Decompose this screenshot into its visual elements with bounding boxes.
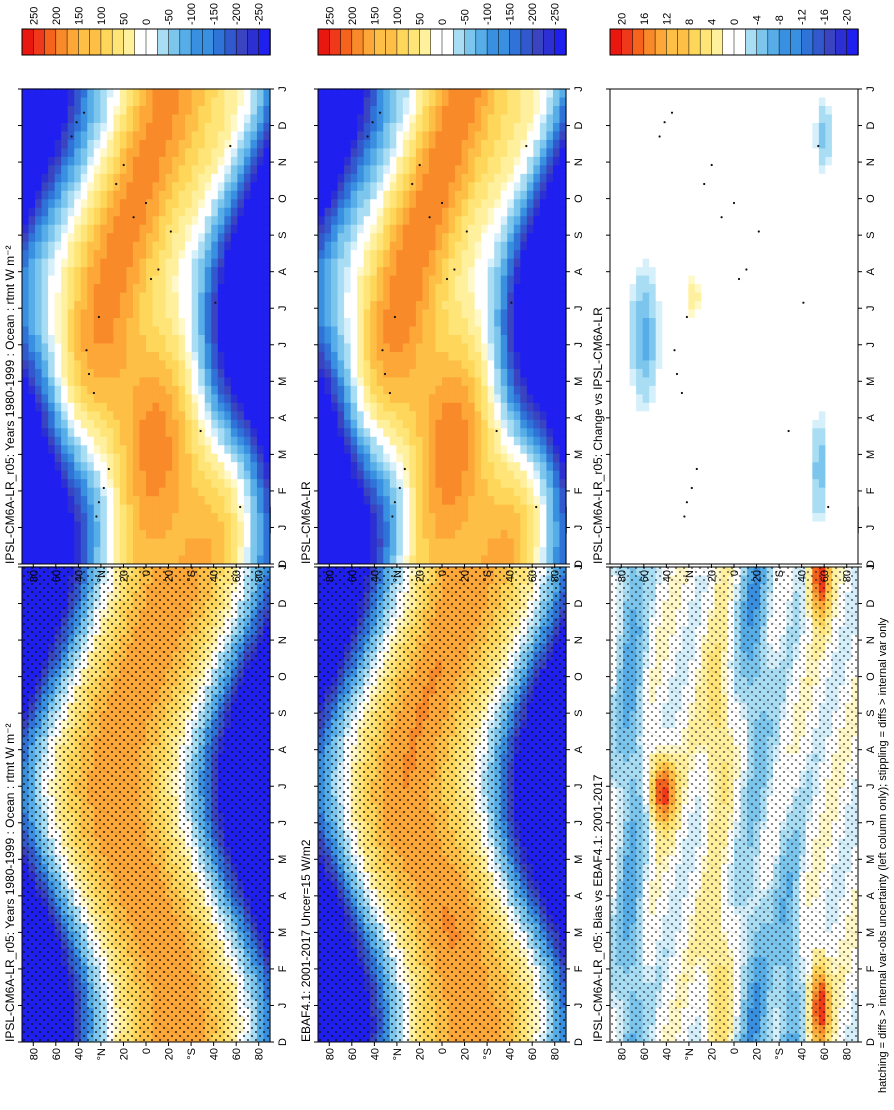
hatching-overlay <box>318 567 566 1042</box>
plot-area <box>22 566 271 1042</box>
month-tick-label: D <box>573 600 585 608</box>
month-tick-label: F <box>573 965 585 972</box>
lat-tick-label: 20 <box>460 1048 472 1060</box>
month-tick-label: M <box>277 855 289 864</box>
month-tick-label: A <box>573 892 585 900</box>
footnote: hatching = diffs > internal var-obs unce… <box>877 617 889 1093</box>
lat-tick-label: 0 <box>437 1048 449 1054</box>
lat-tick-label: 80 <box>550 1048 562 1060</box>
month-tick-label: S <box>573 709 585 716</box>
lat-tick-label: °S <box>186 1048 198 1060</box>
panel-title: EBAF4.1: 2001-2017 Uncer=15 W/m2 <box>299 839 313 1042</box>
month-tick-label: D <box>573 1038 585 1046</box>
lat-tick-label: 40 <box>369 1048 381 1060</box>
month-tick-label: J <box>573 1003 585 1009</box>
lat-tick-label: 80 <box>254 1048 266 1060</box>
month-tick-label: M <box>573 855 585 864</box>
month-tick-label: N <box>573 636 585 644</box>
month-tick-label: M <box>277 928 289 937</box>
month-tick-label: O <box>573 672 585 681</box>
lat-tick-label: 60 <box>51 1048 63 1060</box>
lat-tick-label: 60 <box>347 1048 359 1060</box>
month-tick-label: J <box>277 820 289 826</box>
plot-area <box>610 566 859 1042</box>
lat-tick-label: °N <box>96 1048 108 1060</box>
month-tick-label: M <box>573 928 585 937</box>
panels-group: D J F M A M J J A S O N D J 80 60 40 °N 20 0 20 °S 40 60 80 IPSL-… <box>3 3 877 1060</box>
month-tick-label: A <box>277 892 289 900</box>
lat-tick-label: 80 <box>324 1048 336 1060</box>
month-tick-label: J <box>573 783 585 789</box>
lat-tick-label: 20 <box>164 1048 176 1060</box>
month-tick-label: A <box>573 745 585 753</box>
lat-tick-label: 60 <box>231 1048 243 1060</box>
hatching-overlay <box>22 567 270 1042</box>
month-tick-label: A <box>277 745 289 753</box>
lat-tick-label: 60 <box>527 1048 539 1060</box>
lat-tick-label: 20 <box>414 1048 426 1060</box>
lat-tick-label: 20 <box>118 1048 130 1060</box>
lat-tick-label: 80 <box>28 1048 40 1060</box>
plot-area <box>318 566 567 1042</box>
month-tick-label: D <box>277 600 289 608</box>
month-tick-label: S <box>277 709 289 716</box>
month-tick-label: O <box>277 672 289 681</box>
lat-tick-label: 0 <box>141 1048 153 1054</box>
lat-tick-label: 40 <box>209 1048 221 1060</box>
lat-tick-label: 40 <box>505 1048 517 1060</box>
month-tick-label: D <box>277 1038 289 1046</box>
month-tick-label: N <box>277 636 289 644</box>
panel-title: IPSL-CM6A-LR_r05: Years 1980-1999 : Ocea… <box>3 724 17 1042</box>
month-tick-label: J <box>277 1003 289 1009</box>
lat-tick-label: °N <box>392 1048 404 1060</box>
lat-tick-label: 40 <box>73 1048 85 1060</box>
lat-tick-label: °S <box>482 1048 494 1060</box>
month-tick-label: J <box>573 820 585 826</box>
month-tick-label: J <box>277 783 289 789</box>
month-tick-label: F <box>277 965 289 972</box>
